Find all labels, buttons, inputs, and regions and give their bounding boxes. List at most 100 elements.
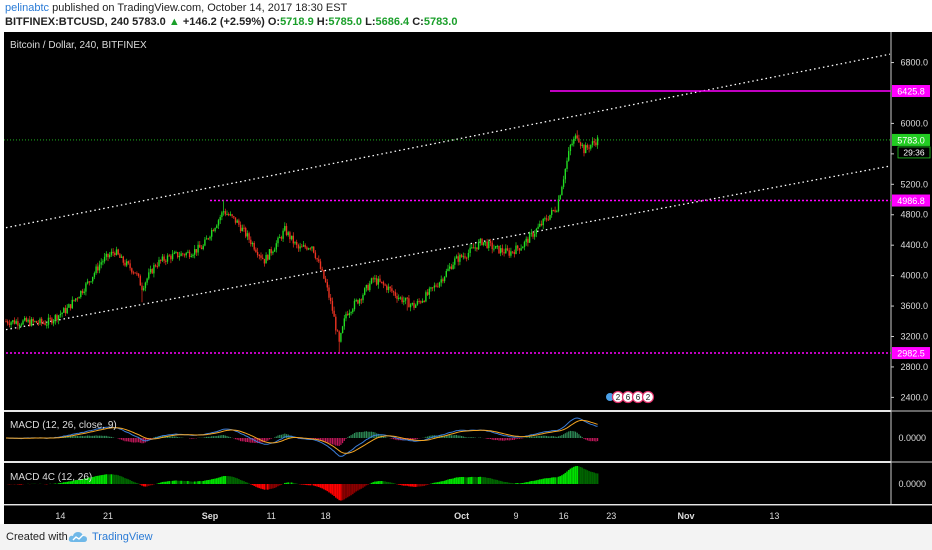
macd4c-bar <box>595 473 597 484</box>
macd4c-bar <box>234 477 237 484</box>
macd4c-bar <box>207 479 210 484</box>
candle-body <box>170 255 172 260</box>
macd4c-bar <box>290 482 293 484</box>
macd4c-bar <box>459 477 461 484</box>
macd-histogram-bar <box>581 437 583 438</box>
macd4c-bar <box>336 484 339 499</box>
macd-histogram-bar <box>316 438 318 440</box>
macd-histogram-bar <box>437 435 439 438</box>
candle-body <box>316 258 318 260</box>
macd-histogram-bar <box>168 436 170 438</box>
macd4c-bar <box>195 481 198 484</box>
candle-body <box>204 239 206 246</box>
macd4c-bar <box>525 482 527 484</box>
macd-histogram-bar <box>161 435 163 438</box>
candle-body <box>98 264 101 271</box>
macd4c-bar <box>243 481 245 484</box>
candle-body <box>12 320 14 323</box>
macd-histogram-bar <box>121 438 123 440</box>
candle-body <box>13 320 16 324</box>
macd-histogram-bar <box>192 438 194 439</box>
candle-body <box>425 292 427 302</box>
macd4c-bar <box>537 479 539 484</box>
macd4c-bar <box>312 484 315 486</box>
candle-body <box>382 282 385 285</box>
macd-histogram-bar <box>566 432 568 438</box>
macd-histogram-bar <box>250 438 252 443</box>
candle-body <box>474 247 476 249</box>
macd-histogram-bar <box>469 437 471 438</box>
macd4c-bar <box>549 477 551 484</box>
macd-histogram-bar <box>238 438 240 441</box>
macd4c-bar <box>423 484 425 487</box>
author-link[interactable]: pelinabtc <box>5 2 50 14</box>
candle-body <box>245 227 247 237</box>
macd-histogram-bar <box>285 434 288 438</box>
macd-histogram-bar <box>546 435 548 438</box>
candle-body <box>386 285 388 291</box>
macd-histogram-bar <box>364 431 366 438</box>
candle-body <box>107 253 109 258</box>
macd4c-bar <box>185 480 187 484</box>
candle-body <box>496 245 498 247</box>
macd-histogram-bar <box>102 435 104 438</box>
macd4c-bar <box>86 477 89 484</box>
macd4c-bar <box>569 468 572 484</box>
candle-body <box>124 262 126 266</box>
candle-body <box>445 270 447 277</box>
macd-histogram-bar <box>335 438 337 446</box>
candle-body <box>143 288 145 291</box>
macd-histogram-bar <box>496 438 498 441</box>
macd4c-bar <box>472 476 475 484</box>
macd4c-bar <box>263 484 266 490</box>
macd-histogram-bar <box>568 431 570 438</box>
macd4c-bar <box>120 476 123 484</box>
candle-body <box>443 276 446 282</box>
candle-body <box>177 252 179 258</box>
macd4c-bar <box>377 481 380 484</box>
candle-body <box>460 254 463 257</box>
candle-body <box>178 255 181 258</box>
last-price-box <box>892 133 930 146</box>
level-label: 4986.8 <box>897 196 925 206</box>
macd-histogram-bar <box>377 433 379 438</box>
macd4c-bar <box>175 480 177 484</box>
macd-histogram-bar <box>267 438 269 441</box>
chart-header: pelinabtc published on TradingView.com, … <box>0 0 932 30</box>
candle-body <box>156 266 158 268</box>
macd-histogram-bar <box>173 436 175 438</box>
tradingview-brand[interactable]: TradingView <box>92 531 153 543</box>
macd4c-bar <box>426 484 429 485</box>
macd4c-bar <box>498 480 500 484</box>
candle-body <box>117 249 119 255</box>
macd4c-bar <box>341 484 344 501</box>
macd4c-bar <box>416 484 419 487</box>
candle-body <box>292 235 294 244</box>
candle-body <box>46 324 48 326</box>
macd4c-bar <box>115 474 118 484</box>
macd-histogram-bar <box>593 438 595 442</box>
candle-body <box>428 288 430 295</box>
macd-histogram-bar <box>467 437 469 438</box>
macd-histogram-bar <box>104 435 106 438</box>
macd-histogram-bar <box>459 435 461 438</box>
macd4c-bar <box>452 478 454 484</box>
candle-body <box>596 137 599 146</box>
candle-body <box>484 241 487 243</box>
macd-histogram-bar <box>551 436 553 438</box>
macd-histogram-bar <box>348 436 350 438</box>
candle-body <box>340 332 342 342</box>
macd4c-bar <box>74 480 77 484</box>
macd-histogram-bar <box>444 435 446 438</box>
price-chart[interactable]: 6800.06000.05600.05200.04800.04400.04000… <box>0 30 932 524</box>
macd4c-bar <box>222 476 225 484</box>
macd-histogram-bar <box>585 438 587 440</box>
macd4c-bar <box>324 484 327 491</box>
macd-histogram-bar <box>396 438 398 441</box>
candle-body <box>54 315 56 321</box>
macd4c-bar <box>511 483 514 484</box>
macd-histogram-bar <box>534 436 536 438</box>
macd-histogram-bar <box>105 435 107 438</box>
macd-histogram-bar <box>280 434 282 438</box>
macd4c-bar <box>163 481 165 484</box>
